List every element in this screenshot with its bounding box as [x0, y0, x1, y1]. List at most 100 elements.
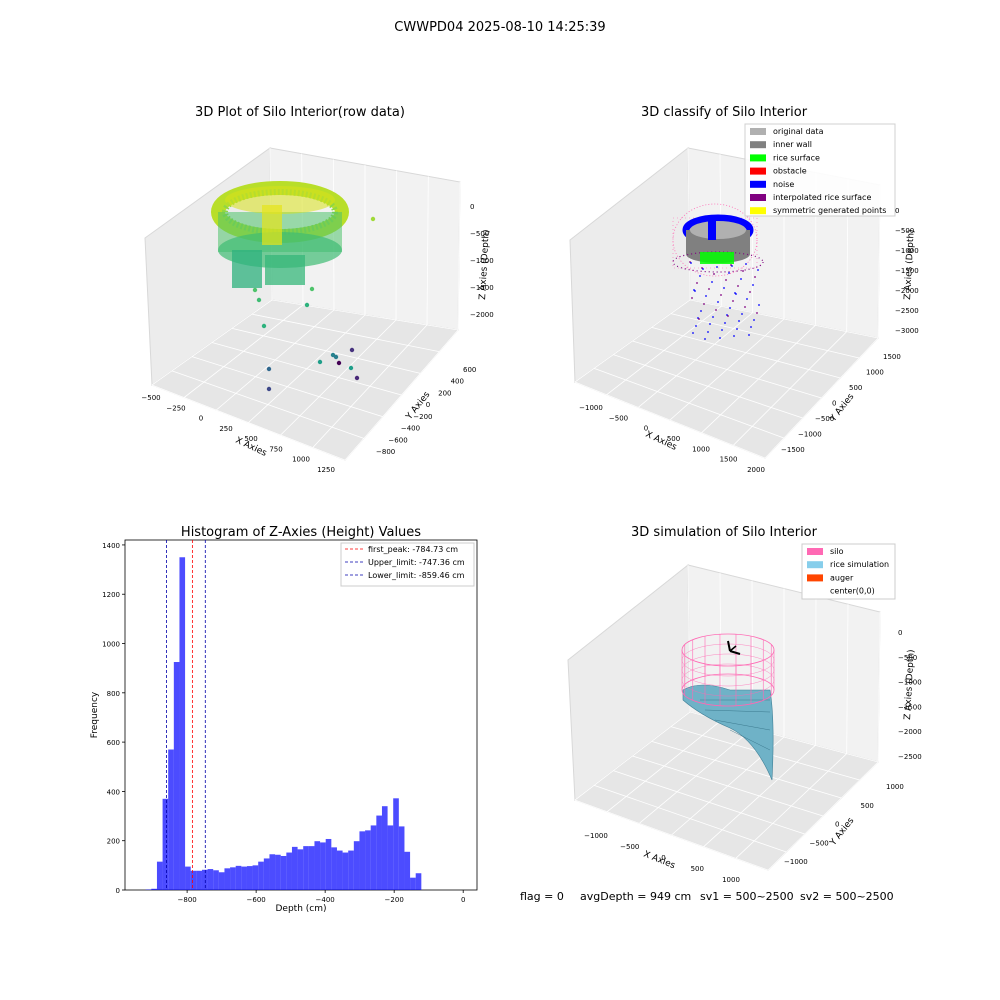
p3-x-tick: 0	[461, 896, 465, 904]
p1-points	[211, 181, 349, 288]
histogram-bar	[263, 858, 270, 890]
histogram-bar	[196, 870, 202, 890]
p4-z-tick: −1500	[898, 703, 922, 711]
p2-point	[727, 315, 729, 317]
p1-title: 3D Plot of Silo Interior(row data)	[195, 105, 405, 120]
p2-point	[711, 281, 713, 283]
p2-point	[750, 326, 752, 328]
p3-bars	[145, 557, 422, 890]
p1-z-tick: −1000	[470, 257, 494, 265]
p2-point	[756, 312, 758, 314]
p2-y-tick: 500	[849, 384, 862, 392]
p3-vlines	[166, 540, 206, 890]
p1-point	[309, 286, 315, 292]
p1-point	[348, 365, 354, 371]
legend-swatch	[750, 194, 766, 201]
histogram-bar	[173, 662, 180, 890]
p2-point	[716, 266, 718, 268]
p2-zlabel: Z Axies (Depth)	[903, 229, 917, 300]
p3-x-ticks: −800 −600 −400 −200 0	[178, 890, 465, 904]
histogram-bar	[303, 846, 309, 890]
histogram-bar	[393, 798, 399, 890]
p1-z-tick: −2000	[470, 311, 494, 319]
p2-point	[700, 310, 702, 312]
legend-swatch	[750, 180, 766, 188]
p2-point	[692, 332, 694, 334]
p2-point	[733, 335, 735, 337]
p4-silo-wire	[681, 633, 775, 707]
p4-xlabel: X Axies	[642, 850, 677, 872]
p4-x-tick: −500	[620, 843, 639, 851]
legend-label: noise	[773, 180, 794, 189]
p3-y-tick: 600	[107, 739, 120, 747]
p3-x-tick: −200	[385, 896, 404, 904]
p3-y-tick: 0	[116, 887, 120, 895]
histogram-bar	[404, 851, 411, 890]
p1-y-tick: 600	[463, 366, 476, 374]
p2-point	[738, 320, 740, 322]
p4-y-tick: 500	[861, 802, 874, 810]
histogram-bar	[224, 868, 231, 890]
histogram-bar	[314, 841, 321, 890]
p1-point	[304, 302, 310, 308]
p2-point	[731, 265, 733, 267]
p3-title: Histogram of Z-Axies (Height) Values	[181, 525, 421, 540]
p2-point	[707, 331, 709, 333]
histogram-bar	[213, 870, 219, 890]
histogram-bar	[280, 855, 287, 890]
p2-point	[753, 319, 755, 321]
p4-surface	[682, 684, 774, 781]
histogram-bar	[381, 806, 388, 890]
p2-x-tick: 2000	[747, 466, 765, 474]
p1-zlabel: Z Axies (Depth)	[478, 229, 492, 300]
p4-x-tick: 500	[691, 865, 704, 873]
p4-z-tick: −500	[898, 654, 917, 662]
p2-x-ticks: −1000 −500 0 500 1000 1500 2000	[579, 404, 765, 474]
p3-x-tick: −400	[316, 896, 335, 904]
p1-z-ticks: 0 −500 −1000 −1500 −2000	[470, 203, 494, 319]
p2-point	[720, 294, 722, 296]
p4-z-tick: 0	[898, 629, 902, 637]
p2-z-tick: −500	[895, 227, 914, 235]
p1-z-tick: −1500	[470, 284, 494, 292]
p1-point	[370, 216, 376, 222]
histogram-bar	[342, 852, 349, 890]
histogram-bar	[353, 841, 360, 890]
histogram-bar	[258, 861, 264, 890]
legend-swatch	[807, 561, 823, 569]
p2-point	[713, 273, 715, 275]
histogram-bar	[325, 838, 332, 890]
p2-point	[758, 304, 760, 306]
legend-label: inner wall	[773, 140, 812, 149]
p2-point	[691, 297, 693, 299]
legend-swatch	[807, 548, 823, 555]
p2-point	[732, 300, 734, 302]
histogram-bar	[235, 865, 242, 890]
p3-x-tick: −800	[178, 896, 197, 904]
p1-point	[354, 375, 360, 381]
p4-zlabel: Z Axies (Depth)	[903, 649, 917, 720]
p2-x-tick: 0	[644, 425, 648, 433]
histogram-bar	[151, 888, 157, 890]
histogram-bar	[387, 825, 394, 890]
histogram-bar	[336, 850, 343, 890]
p1-point	[336, 360, 342, 366]
p2-z-tick: −3000	[895, 327, 919, 335]
p4-x-tick: 0	[661, 854, 665, 862]
p3-x-tick: −600	[247, 896, 266, 904]
legend-swatch	[750, 207, 766, 215]
histogram-bar	[398, 826, 405, 890]
histogram-bar	[410, 877, 416, 890]
p1-y-tick: −400	[401, 425, 420, 433]
p2-points	[672, 203, 764, 277]
histogram-bar	[162, 798, 169, 890]
p2-point	[702, 268, 704, 270]
p2-point	[749, 291, 751, 293]
p2-y-ticks: −1500 −1000 −500 0 500 1000 1500	[781, 353, 901, 454]
p3-y-tick: 200	[107, 838, 120, 846]
p4-y-tick: −1000	[784, 858, 808, 866]
p1-x-tick: 750	[269, 445, 282, 453]
histogram-bar	[331, 847, 337, 890]
legend-swatch	[750, 154, 766, 162]
p2-point	[746, 298, 748, 300]
